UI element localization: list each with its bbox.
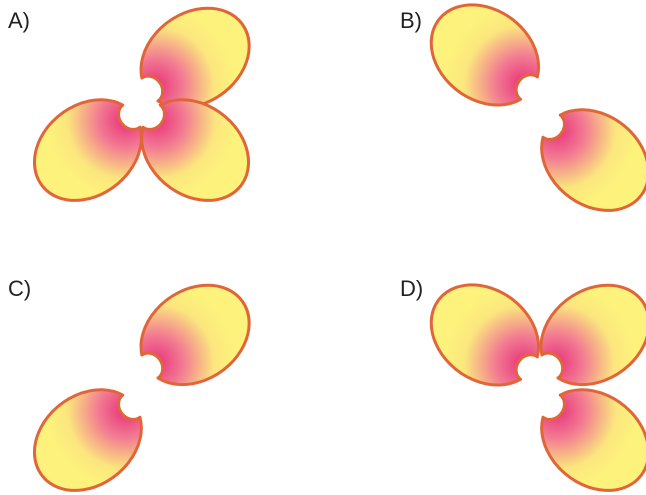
panel-label: D) xyxy=(400,276,423,301)
cell xyxy=(12,79,161,223)
panel-label: C) xyxy=(8,276,31,301)
panel-label: A) xyxy=(8,8,30,33)
panel-label: B) xyxy=(400,8,422,33)
cell xyxy=(522,89,646,233)
cell xyxy=(12,369,161,495)
cell xyxy=(522,369,646,495)
cell xyxy=(410,262,558,406)
cell xyxy=(410,0,558,126)
cell xyxy=(522,263,646,405)
cell xyxy=(122,79,271,223)
cell xyxy=(122,263,270,405)
